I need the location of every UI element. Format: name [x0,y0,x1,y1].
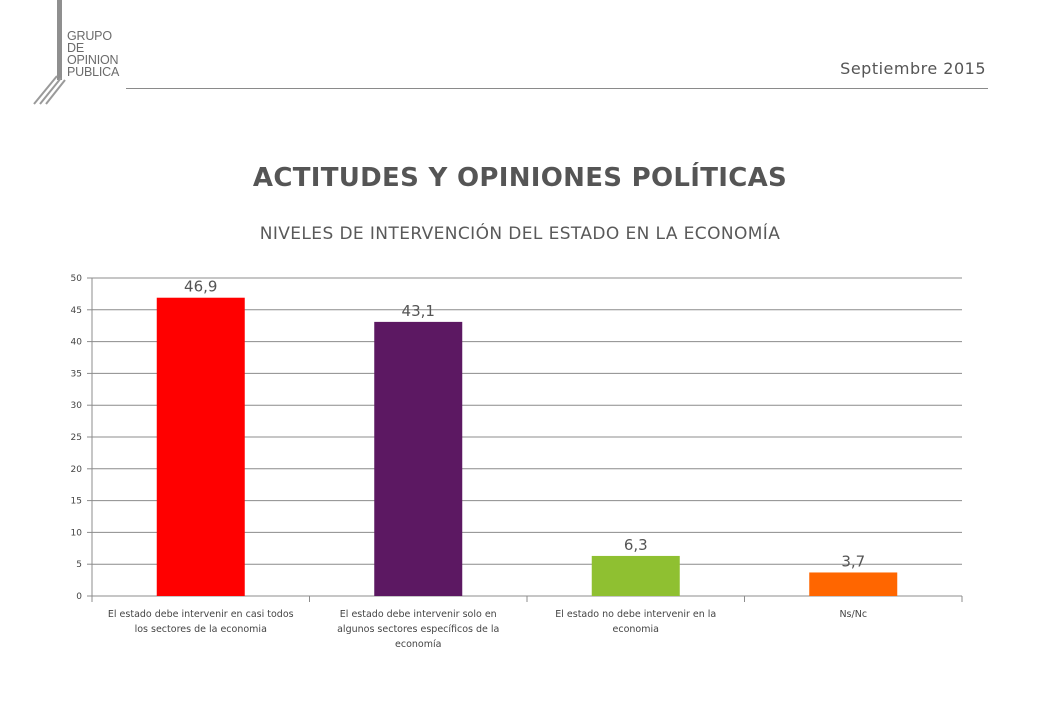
category-label-2-line-1: economia [613,624,659,635]
logo-mark-icon [33,0,66,105]
grupo-opinion-publica-logo [30,0,170,110]
chart-title: NIVELES DE INTERVENCIÓN DEL ESTADO EN LA… [259,224,781,244]
logo-line-4: PUBLICA [67,65,120,79]
data-label-0: 46,9 [184,278,217,296]
y-tick-label-0: 0 [76,592,82,602]
y-tick-label-5: 5 [76,560,82,570]
category-label-2-line-0: El estado no debe intervenir en la [555,609,716,620]
y-tick-label-40: 40 [71,338,83,348]
category-label-1-line-1: algunos sectores específicos de la [337,624,499,635]
bar-1 [374,321,463,596]
header-divider [126,88,988,89]
logo-line-3: OPINION [67,53,119,67]
logo-line-2: DE [67,41,84,55]
bar-0 [156,297,245,596]
bar-2 [591,555,680,596]
category-label-1-line-0: El estado debe intervenir solo en [340,609,497,620]
y-tick-label-35: 35 [71,369,82,379]
data-label-2: 6,3 [624,536,648,554]
report-date: Septiembre 2015 [840,59,986,78]
data-label-3: 3,7 [841,552,865,570]
y-tick-label-20: 20 [71,465,83,475]
category-label-0-line-0: El estado debe intervenir en casi todos [108,609,294,620]
y-tick-label-25: 25 [71,433,82,443]
category-label-3-line-0: Ns/Nc [839,609,867,620]
bar-3 [809,572,898,596]
category-label-1-line-2: economía [395,639,441,650]
data-label-1: 43,1 [402,302,435,320]
page-title: ACTITUDES Y OPINIONES POLÍTICAS [252,163,788,193]
logo-wordmark: GRUPO DE OPINION PUBLICA [67,29,120,79]
y-tick-label-15: 15 [71,497,82,507]
y-tick-label-50: 50 [71,274,83,284]
y-tick-label-30: 30 [71,401,83,411]
y-tick-label-10: 10 [71,528,83,538]
category-label-0-line-1: los sectores de la economia [135,624,267,635]
logo-line-1: GRUPO [67,29,112,43]
y-tick-label-45: 45 [71,306,82,316]
